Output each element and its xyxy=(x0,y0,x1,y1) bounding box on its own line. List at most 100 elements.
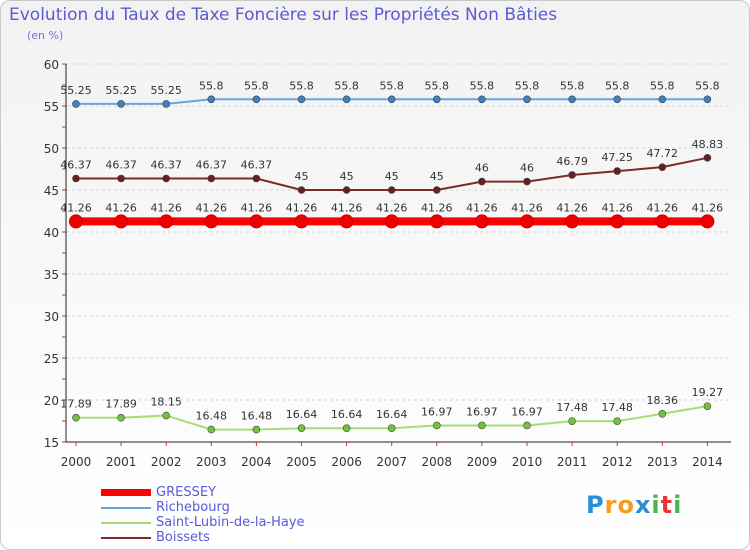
data-label: 41.26 xyxy=(647,201,679,214)
data-point xyxy=(432,95,441,104)
data-point xyxy=(207,425,216,434)
data-point xyxy=(432,421,441,430)
data-point xyxy=(432,186,441,194)
logo-letter: i xyxy=(651,491,661,519)
data-point xyxy=(252,174,261,183)
data-point xyxy=(162,100,170,108)
data-label: 46.37 xyxy=(196,158,228,171)
data-label: 41.26 xyxy=(150,201,182,214)
x-tick-label: 2011 xyxy=(557,455,588,469)
x-tick-label: 2009 xyxy=(467,455,498,469)
logo-letter: i xyxy=(673,491,683,519)
data-point xyxy=(568,171,576,179)
data-label: 41.26 xyxy=(241,201,273,214)
data-point xyxy=(478,177,486,186)
x-tick-label: 2005 xyxy=(286,455,317,469)
data-point xyxy=(342,186,351,194)
legend-label: Richebourg xyxy=(156,500,230,515)
x-tick-label: 2006 xyxy=(331,455,362,469)
data-point xyxy=(658,163,667,171)
data-point xyxy=(339,214,354,229)
legend-swatch xyxy=(101,536,151,539)
data-point xyxy=(474,214,489,229)
data-label: 16.48 xyxy=(196,410,228,423)
data-label: 18.36 xyxy=(647,394,679,407)
legend-label: Boissets xyxy=(156,530,210,545)
data-point xyxy=(297,95,306,104)
data-label: 46 xyxy=(475,162,489,175)
data-point xyxy=(703,154,712,162)
data-label: 16.64 xyxy=(286,408,318,421)
proxiti-logo: Proxiti xyxy=(586,491,682,519)
data-point xyxy=(117,100,125,108)
chart-title: Evolution du Taux de Taxe Foncière sur l… xyxy=(9,5,558,25)
data-point xyxy=(162,411,170,420)
data-point xyxy=(568,417,576,425)
data-point xyxy=(387,95,396,104)
data-label: 46.37 xyxy=(60,158,92,171)
data-point xyxy=(613,167,622,175)
legend-label: Saint-Lubin-de-la-Haye xyxy=(156,515,305,530)
legend-swatch xyxy=(101,506,151,509)
data-label: 17.48 xyxy=(601,401,633,414)
data-point xyxy=(207,174,216,183)
data-label: 55.8 xyxy=(605,79,630,92)
y-tick-label: 20 xyxy=(44,394,59,408)
x-tick-label: 2014 xyxy=(692,455,723,469)
data-point xyxy=(72,174,80,183)
data-label: 41.26 xyxy=(105,201,137,214)
data-label: 41.26 xyxy=(511,201,543,214)
data-label: 55.25 xyxy=(60,84,92,97)
data-point xyxy=(613,417,622,425)
data-label: 41.26 xyxy=(692,201,724,214)
x-tick-label: 2001 xyxy=(106,455,137,469)
logo-letter: x xyxy=(634,491,652,519)
data-label: 41.26 xyxy=(556,201,588,214)
legend-item: GRESSEY xyxy=(101,485,305,500)
data-label: 55.8 xyxy=(695,79,720,92)
data-point xyxy=(207,95,216,104)
y-tick-label: 30 xyxy=(44,310,59,324)
x-tick-label: 2008 xyxy=(422,455,453,469)
logo-letter: t xyxy=(660,491,674,519)
data-point xyxy=(342,95,351,104)
legend: GRESSEY Richebourg Saint-Lubin-de-la-Hay… xyxy=(101,485,305,545)
data-label: 41.26 xyxy=(466,201,498,214)
data-label: 45 xyxy=(385,170,399,183)
data-label: 17.89 xyxy=(60,398,92,411)
data-label: 16.64 xyxy=(376,408,408,421)
data-label: 19.27 xyxy=(692,386,724,399)
data-point xyxy=(69,214,83,229)
data-point xyxy=(478,95,486,104)
data-point xyxy=(162,174,170,183)
x-tick-label: 2002 xyxy=(151,455,182,469)
data-label: 55.8 xyxy=(470,79,495,92)
y-tick-label: 25 xyxy=(44,352,59,366)
data-point xyxy=(478,421,486,430)
data-label: 41.26 xyxy=(601,201,633,214)
data-point xyxy=(658,95,667,104)
data-point xyxy=(252,425,261,434)
legend-item: Richebourg xyxy=(101,500,305,515)
logo-letter: o xyxy=(617,491,635,519)
data-label: 47.72 xyxy=(647,147,679,160)
data-label: 55.8 xyxy=(244,79,269,92)
data-label: 46 xyxy=(520,162,534,175)
data-label: 16.97 xyxy=(466,405,498,418)
data-label: 55.8 xyxy=(560,79,585,92)
data-label: 46.79 xyxy=(556,155,588,168)
data-label: 41.26 xyxy=(196,201,228,214)
data-point xyxy=(387,424,396,433)
y-tick-label: 50 xyxy=(44,142,59,156)
data-point xyxy=(387,186,396,194)
data-point xyxy=(655,214,670,229)
data-point xyxy=(72,413,80,422)
data-label: 46.37 xyxy=(150,158,182,171)
data-label: 55.8 xyxy=(334,79,359,92)
x-tick-label: 2007 xyxy=(376,455,407,469)
x-tick-label: 2003 xyxy=(196,455,227,469)
data-label: 16.64 xyxy=(331,408,363,421)
legend-item: Saint-Lubin-de-la-Haye xyxy=(101,515,305,530)
